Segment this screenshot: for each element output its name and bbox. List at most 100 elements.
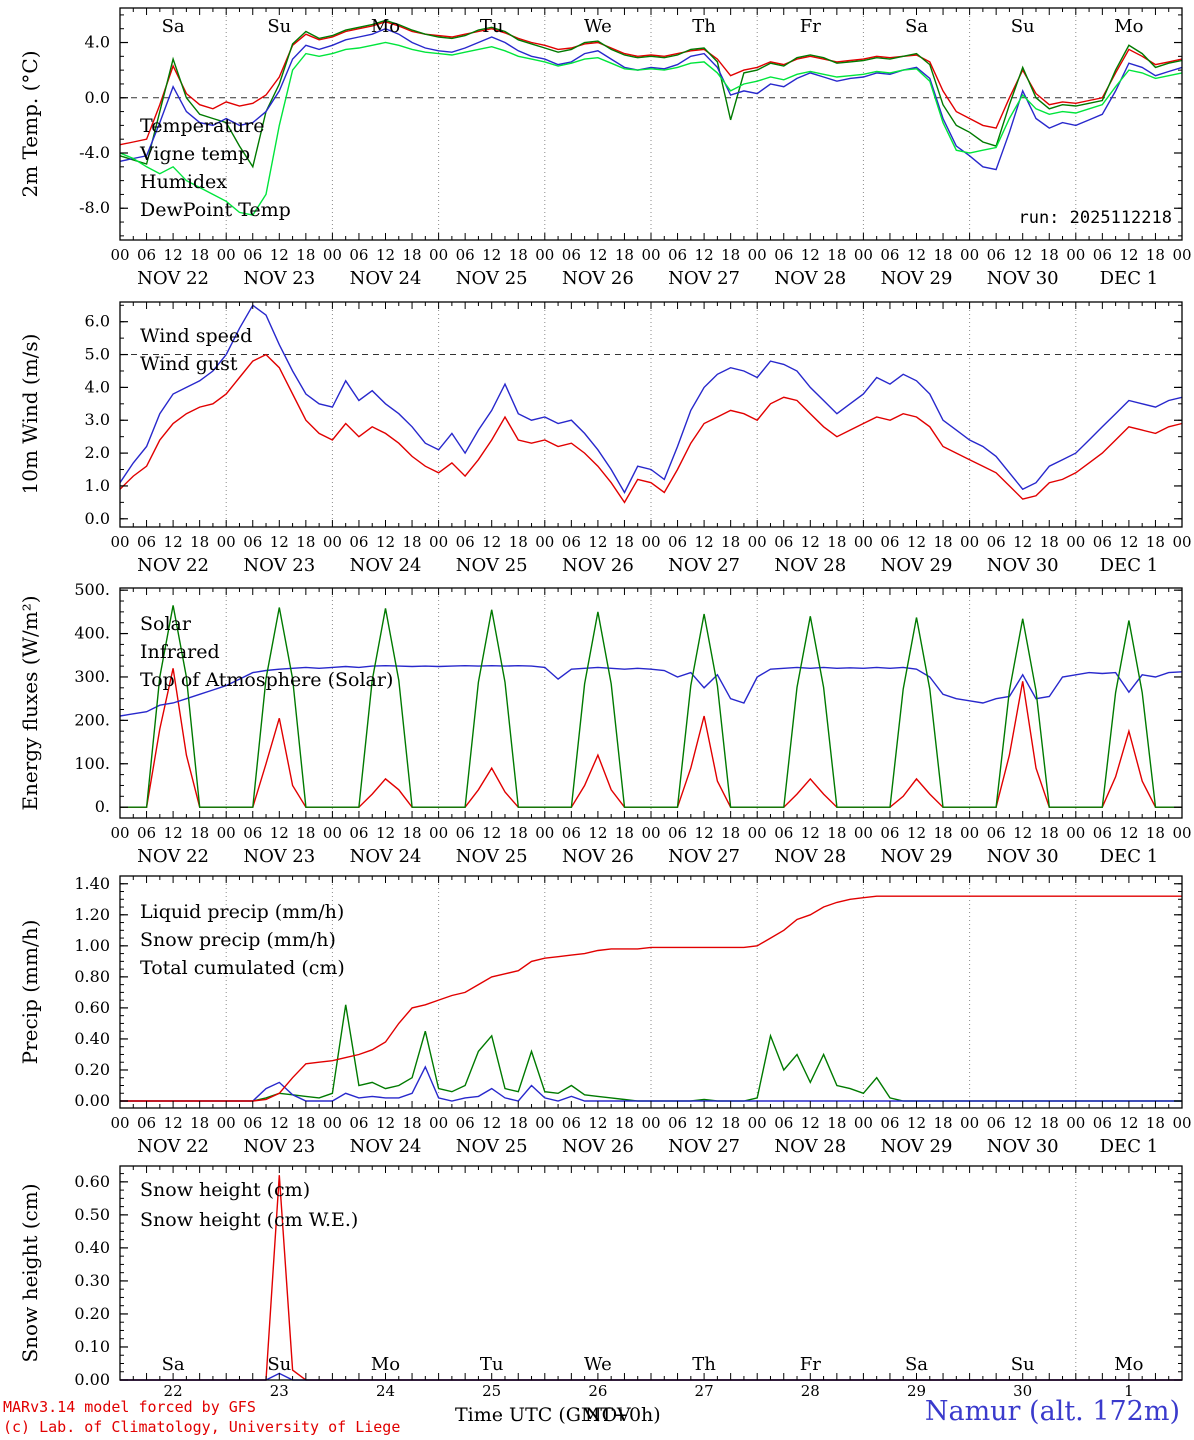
x-tick-label: 18	[403, 1114, 422, 1132]
date-label: NOV 23	[243, 1136, 315, 1157]
x-tick-label: 06	[668, 1114, 687, 1132]
weekday-label: Su	[267, 16, 291, 37]
temperature-chart: 00 06 12 18 00 06 12 18 00 06 12 18 00 06 12 18 00 06 12 18…	[79, 7, 1192, 289]
x-tick-label: 06	[137, 246, 156, 264]
x-tick-label: 06	[562, 824, 581, 842]
x-tick-label: 18	[1040, 1114, 1059, 1132]
x-tick-label: 18	[827, 533, 846, 551]
date-label: NOV 25	[456, 555, 528, 576]
x-tick-label: 18	[403, 246, 422, 264]
date-label: NOV 29	[881, 555, 953, 576]
x-tick-label: 12	[695, 824, 714, 842]
x-tick-label: 06	[1093, 533, 1112, 551]
x-tick-label: 18	[1146, 1114, 1165, 1132]
y-axis-title-wind: 10m Wind (m/s)	[18, 333, 42, 495]
x-tick-label: 18	[615, 824, 634, 842]
series-wind-speed	[119, 353, 1183, 504]
x-tick-label: 00	[323, 533, 342, 551]
x-tick-label: 06	[668, 533, 687, 551]
y-tick-label: 0.20	[74, 1304, 110, 1323]
x-tick-label: 18	[509, 824, 528, 842]
weekday-label: Mo	[371, 16, 400, 37]
day-number-label: 27	[695, 1382, 714, 1400]
x-tick-label: 00	[217, 824, 236, 842]
x-tick-label: 12	[588, 533, 607, 551]
y-tick-label: 4.0	[85, 377, 110, 396]
date-label: NOV 26	[562, 1136, 634, 1157]
x-tick-label: 18	[827, 1114, 846, 1132]
x-tick-label: 06	[456, 1114, 475, 1132]
x-tick-label: 12	[270, 246, 289, 264]
x-tick-label: 12	[482, 533, 501, 551]
date-label: NOV 25	[456, 846, 528, 867]
x-tick-label: 00	[641, 824, 660, 842]
x-tick-label: 00	[748, 533, 767, 551]
month-label: NOV	[585, 1404, 631, 1426]
day-number-label: 25	[482, 1382, 501, 1400]
x-tick-label: 18	[509, 246, 528, 264]
x-tick-label: 00	[1172, 246, 1191, 264]
x-tick-label: 06	[987, 533, 1006, 551]
x-tick-label: 18	[615, 1114, 634, 1132]
date-label: NOV 29	[881, 846, 953, 867]
date-label: NOV 27	[668, 555, 740, 576]
x-tick-label: 00	[641, 246, 660, 264]
series-snow-height	[120, 1175, 1182, 1381]
x-tick-label: 06	[349, 533, 368, 551]
energy-fluxes-chart: 00 06 12 18 00 06 12 18 00 06 12 18 00 06 12 18 00 06 12 18…	[74, 580, 1191, 867]
legend-temperature-3: DewPoint Temp	[140, 199, 291, 221]
y-tick-label: 100.	[74, 754, 110, 773]
day-number-label: 26	[588, 1382, 607, 1400]
x-tick-label: 06	[349, 824, 368, 842]
weekday-label: Fr	[800, 1354, 821, 1375]
weekday-label: Fr	[800, 16, 821, 37]
x-tick-label: 00	[535, 1114, 554, 1132]
x-tick-label: 06	[987, 1114, 1006, 1132]
x-tick-label: 06	[880, 824, 899, 842]
x-tick-label: 12	[801, 246, 820, 264]
x-tick-label: 12	[270, 824, 289, 842]
x-tick-label: 18	[509, 1114, 528, 1132]
x-tick-label: 18	[296, 1114, 315, 1132]
y-tick-label: 0.	[95, 797, 110, 816]
x-tick-label: 18	[403, 533, 422, 551]
x-tick-label: 00	[748, 824, 767, 842]
date-label: NOV 22	[137, 268, 209, 289]
date-label: NOV 27	[668, 1136, 740, 1157]
x-tick-label: 18	[934, 533, 953, 551]
y-tick-label: 0.10	[74, 1337, 110, 1356]
date-label: NOV 24	[350, 268, 422, 289]
x-tick-label: 06	[880, 533, 899, 551]
x-tick-label: 18	[721, 246, 740, 264]
legend-wind-0: Wind speed	[140, 325, 252, 347]
series-dewpoint-temp	[119, 41, 1183, 216]
x-tick-label: 00	[960, 246, 979, 264]
legend-snow-height-1: Snow height (cm W.E.)	[140, 1209, 358, 1231]
legend-precip-1: Snow precip (mm/h)	[140, 929, 336, 951]
x-tick-label: 06	[243, 824, 262, 842]
x-tick-label: 18	[721, 1114, 740, 1132]
y-axis-title-precip: Precip (mm/h)	[18, 919, 42, 1065]
x-tick-label: 18	[190, 824, 209, 842]
snow-height-chart: 0.60 0.50 0.40 0.30 0.20 0.10 0.00 22 23 24 25 26 27…	[74, 1165, 1183, 1400]
x-tick-label: 18	[615, 246, 634, 264]
date-label: DEC 1	[1100, 268, 1159, 289]
x-tick-label: 00	[429, 246, 448, 264]
date-label: NOV 25	[456, 268, 528, 289]
x-tick-label: 12	[1013, 1114, 1032, 1132]
x-tick-label: 06	[1093, 1114, 1112, 1132]
date-label: NOV 28	[774, 555, 846, 576]
x-tick-label: 06	[456, 246, 475, 264]
x-tick-label: 18	[1146, 246, 1165, 264]
x-tick-label: 06	[562, 1114, 581, 1132]
x-tick-label: 06	[774, 533, 793, 551]
series-top-of-atmosphere-solar	[120, 605, 1182, 808]
station-label: Namur (alt. 172m)	[924, 1396, 1180, 1427]
y-tick-label: -4.0	[79, 143, 110, 162]
x-tick-label: 18	[296, 824, 315, 842]
x-tick-label: 00	[854, 533, 873, 551]
x-tick-label: 00	[217, 246, 236, 264]
x-tick-label: 12	[270, 533, 289, 551]
x-tick-label: 12	[695, 246, 714, 264]
x-tick-label: 12	[1013, 533, 1032, 551]
